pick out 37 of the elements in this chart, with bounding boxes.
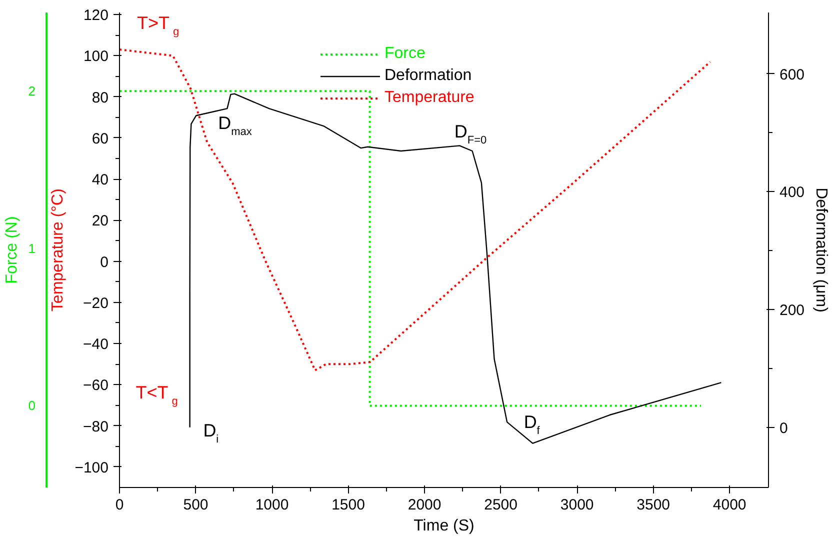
y-tick-label: 120 [83,7,109,24]
x-tick-label: 2000 [408,496,442,514]
x-tick-label: 4000 [712,496,746,514]
y-tick-label: 60 [92,130,109,148]
y2-tick-label: 600 [780,66,805,84]
y-tick-label: −40 [83,336,109,354]
legend-label: Temperature [384,89,474,107]
y-tick-label: 100 [83,48,109,66]
y3-tick-label: 0 [28,398,36,414]
y-tick-label: −100 [74,459,109,476]
y-tick-label: −20 [83,294,109,312]
line-series [120,48,712,372]
y2-tick-label: 200 [780,302,805,320]
y2-tick-label: 0 [780,420,788,437]
y2-tick-label: 400 [780,184,805,202]
x-tick-label: 1500 [332,496,365,514]
x-tick-label: 3000 [560,496,594,514]
y-axis-title: Temperature (°C) [50,188,67,312]
y3-axis-title: Force (N) [3,216,20,284]
y3-tick-label: 2 [28,84,36,99]
y-tick-label: 20 [92,212,109,230]
y2-axis-title: Deformation (μm) [812,188,830,312]
x-tick-label: 1000 [255,496,289,514]
line-series [189,93,722,444]
y-tick-label: 0 [100,254,108,271]
y-tick-label: −60 [83,377,109,394]
y-tick-label: −80 [83,418,109,436]
x-tick-label: 2500 [484,496,518,514]
y3-tick-label: 1 [28,240,36,256]
y-tick-label: 40 [92,172,109,189]
legend-label: Deformation [384,67,472,85]
y-tick-label: 80 [92,89,109,106]
x-tick-label: 0 [115,496,124,514]
x-tick-label: 500 [183,496,208,514]
x-tick-label: 3500 [636,496,670,514]
legend-label: Force [384,45,426,63]
x-axis-title: Time (S) [414,518,474,534]
